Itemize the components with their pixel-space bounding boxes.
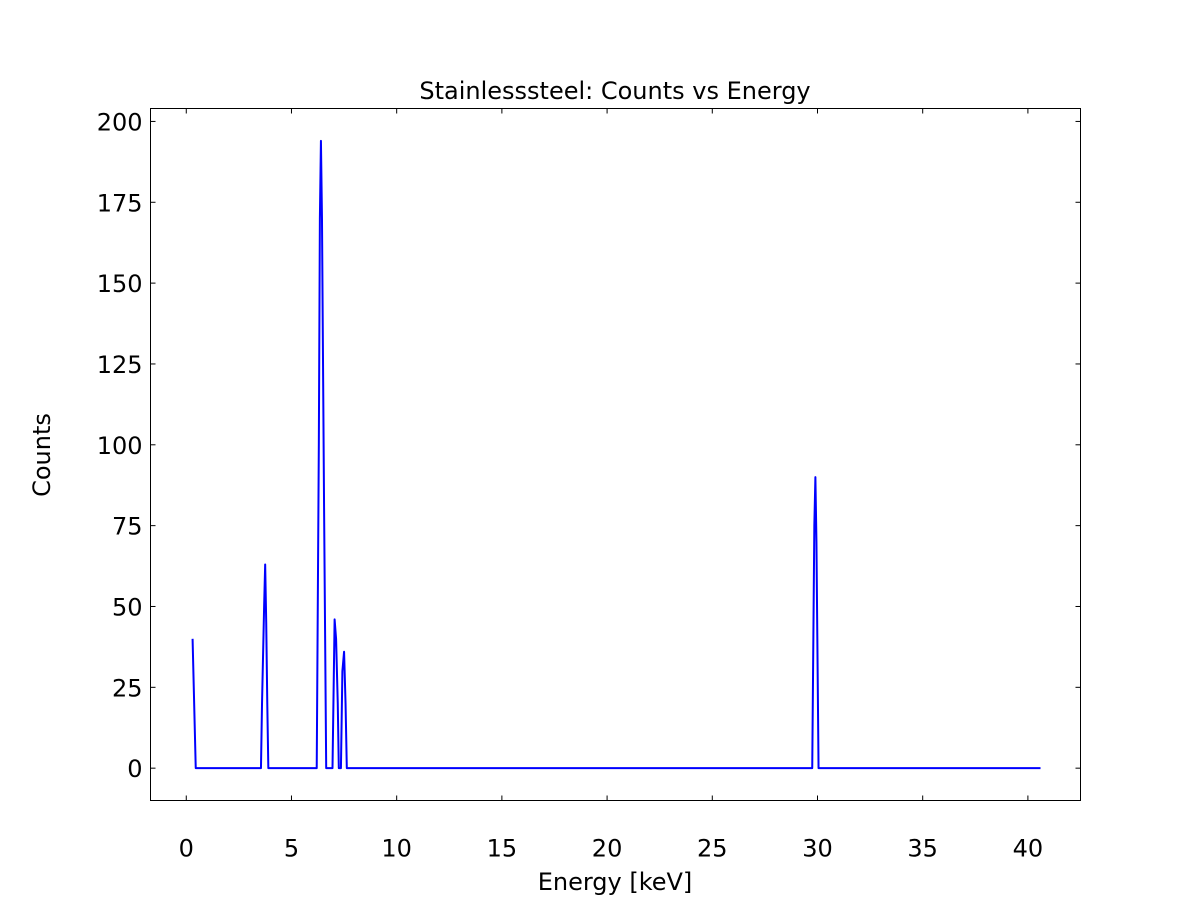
y-tick-label: 0 — [127, 755, 142, 783]
x-tick-label: 10 — [381, 835, 412, 863]
y-tick-label: 50 — [112, 593, 143, 621]
y-tick-label: 200 — [97, 108, 143, 136]
x-tick-label: 30 — [802, 835, 833, 863]
x-axis-label: Energy [keV] — [538, 868, 693, 896]
x-axis-ticks: 0 5 10 15 20 25 30 35 40 — [179, 108, 1044, 863]
y-tick-label: 25 — [112, 674, 143, 702]
x-tick-label: 35 — [907, 835, 938, 863]
chart-title: Stainlesssteel: Counts vs Energy — [419, 77, 810, 105]
y-tick-label: 75 — [112, 513, 143, 541]
x-tick-label: 25 — [697, 835, 728, 863]
x-tick-label: 40 — [1013, 835, 1044, 863]
y-axis-ticks: 0 25 50 75 100 125 150 175 200 — [97, 108, 1081, 783]
x-tick-label: 0 — [179, 835, 194, 863]
y-tick-label: 175 — [97, 189, 143, 217]
x-tick-label: 15 — [487, 835, 518, 863]
x-tick-label: 20 — [592, 835, 623, 863]
plot-frame — [150, 108, 1081, 801]
plot-area — [191, 139, 1041, 770]
series-line — [191, 139, 1041, 770]
x-tick-label: 5 — [284, 835, 299, 863]
y-tick-label: 100 — [97, 432, 143, 460]
y-tick-label: 150 — [97, 270, 143, 298]
y-tick-label: 125 — [97, 351, 143, 379]
y-axis-label: Counts — [28, 413, 56, 497]
